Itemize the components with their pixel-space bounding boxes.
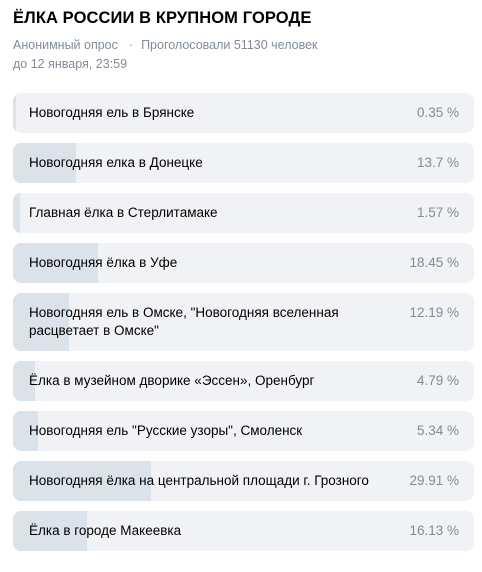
option-label: Новогодняя ель в Брянске [29, 105, 195, 120]
option-label: Новогодняя ель в Омске, "Новогодняя всел… [29, 305, 339, 338]
poll-title: ЁЛКА РОССИИ В КРУПНОМ ГОРОДЕ [13, 9, 312, 27]
poll-option[interactable]: Ёлка в городе Макеевка 16.13 % [13, 511, 474, 551]
option-percent: 18.45 % [409, 255, 459, 270]
option-fill-bar [13, 511, 88, 551]
option-fill-bar [13, 411, 38, 451]
option-label: Ёлка в музейном дворике «Эссен», Оренбур… [29, 373, 315, 388]
poll-voters[interactable]: Проголосовали 51130 человек [141, 38, 318, 52]
meta-separator: · [128, 38, 134, 52]
option-percent: 12.19 % [409, 305, 459, 320]
option-fill-bar [13, 93, 16, 133]
option-label: Новогодняя ёлка в Уфе [29, 255, 178, 270]
option-label: Новогодняя ёлка на центральной площади г… [29, 473, 369, 488]
poll-option[interactable]: Новогодняя ёлка на центральной площади г… [13, 461, 474, 501]
option-percent: 16.13 % [409, 523, 459, 538]
option-percent: 5.34 % [416, 423, 459, 438]
option-label: Новогодняя елка в Донецке [29, 155, 203, 170]
option-percent: 29.91 % [409, 473, 459, 488]
poll-option[interactable]: Новогодняя ель "Русские узоры", Смоленск… [13, 411, 474, 451]
poll-type: Анонимный опрос [13, 38, 118, 52]
option-percent: 1.57 % [416, 205, 459, 220]
poll-meta: Анонимный опрос · Проголосовали 51130 чело… [13, 36, 473, 74]
option-label: Новогодняя ель "Русские узоры", Смоленск [29, 423, 303, 438]
poll-deadline: до 12 января, 23:59 [13, 57, 128, 71]
option-fill-bar [13, 143, 77, 183]
poll-option[interactable]: Новогодняя ель в Омске, "Новогодняя всел… [13, 293, 474, 351]
poll-option[interactable]: Новогодняя ель в Брянске 0.35 % [13, 93, 474, 133]
option-percent: 4.79 % [416, 373, 459, 388]
option-fill-bar [13, 243, 99, 283]
poll-options: Новогодняя ель в Брянске 0.35 % Новогодня… [13, 93, 474, 561]
option-fill-bar [13, 193, 21, 233]
poll-option[interactable]: Главная ёлка в Стерлитамаке 1.57 % [13, 193, 474, 233]
poll-option[interactable]: Ёлка в музейном дворике «Эссен», Оренбур… [13, 361, 474, 401]
option-fill-bar [13, 293, 70, 351]
option-label: Главная ёлка в Стерлитамаке [29, 205, 218, 220]
option-percent: 13.7 % [416, 155, 459, 170]
option-percent: 0.35 % [416, 105, 459, 120]
poll-option[interactable]: Новогодняя елка в Донецке 13.7 % [13, 143, 474, 183]
option-label: Ёлка в городе Макеевка [29, 523, 182, 538]
option-fill-bar [13, 461, 151, 501]
option-fill-bar [13, 361, 36, 401]
poll-option[interactable]: Новогодняя ёлка в Уфе 18.45 % [13, 243, 474, 283]
